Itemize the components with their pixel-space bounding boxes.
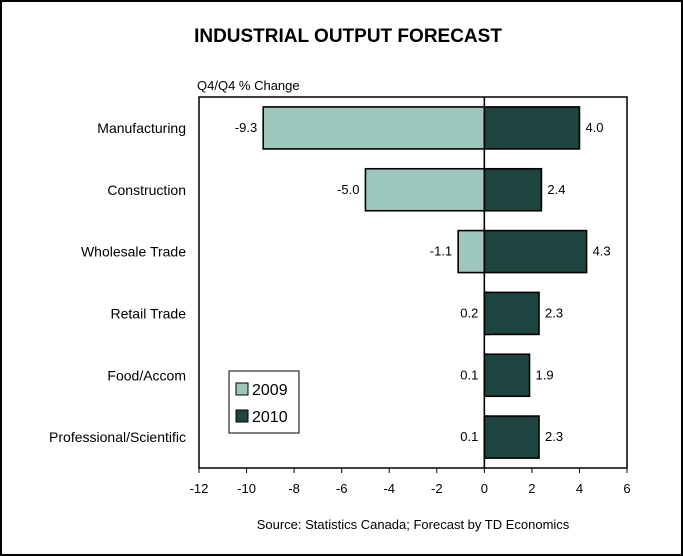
legend-box — [228, 370, 300, 434]
bars-layer: -9.3 4.0 -5.0 2.4 -1.1 4.3 0.2 2.3 0.1 1.9 0.1 2.3 — [235, 97, 611, 468]
x-tick-label: 2 — [528, 481, 535, 496]
data-label-2009: 0.1 — [460, 429, 478, 444]
source-note: Source: Statistics Canada; Forecast by T… — [257, 517, 570, 532]
x-tick-label: -4 — [383, 481, 395, 496]
data-label-2010: 2.3 — [545, 429, 563, 444]
chart-title: INDUSTRIAL OUTPUT FORECAST — [194, 26, 502, 47]
bar-2010 — [483, 353, 531, 398]
category-label: Construction — [107, 182, 186, 198]
x-tick-label: -2 — [431, 481, 443, 496]
axis-title: Q4/Q4 % Change — [197, 78, 300, 93]
category-labels: Manufacturing Construction Wholesale Trade… — [49, 120, 186, 445]
data-label-2009: 0.1 — [460, 367, 478, 382]
legend-swatch-2010 — [235, 409, 249, 423]
bar-2009 — [364, 167, 486, 212]
data-label-2009: 0.2 — [460, 305, 478, 320]
bar-2010 — [483, 229, 588, 274]
x-tick-label: 6 — [623, 481, 630, 496]
data-label-2009: -5.0 — [337, 182, 359, 197]
x-tick-label: -8 — [288, 481, 300, 496]
category-label: Manufacturing — [97, 120, 186, 136]
category-label: Retail Trade — [111, 305, 187, 321]
x-tick-label: -10 — [237, 481, 256, 496]
data-label-2010: 2.4 — [547, 182, 565, 197]
plot-area — [198, 96, 628, 469]
x-tick-label: -12 — [190, 481, 209, 496]
legend-label-2009: 2009 — [252, 382, 288, 399]
legend-label-2010: 2010 — [252, 409, 288, 426]
category-label: Professional/Scientific — [49, 429, 186, 445]
data-label-2010: 4.3 — [593, 244, 611, 259]
x-tick-label: 4 — [576, 481, 583, 496]
bar-2010 — [483, 415, 540, 459]
data-label-2010: 2.3 — [545, 305, 563, 320]
data-label-2009: -9.3 — [235, 120, 257, 135]
legend: 2009 2010 — [228, 370, 300, 434]
category-label: Wholesale Trade — [81, 244, 186, 260]
x-tick-label: -6 — [336, 481, 348, 496]
category-label: Food/Accom — [107, 367, 186, 383]
bar-2010 — [483, 167, 543, 212]
data-label-2010: 1.9 — [536, 367, 554, 382]
bar-2010 — [483, 291, 540, 336]
bar-2009 — [457, 229, 486, 274]
data-label-2009: -1.1 — [430, 244, 452, 259]
x-tick-label: 0 — [481, 481, 488, 496]
bar-2009 — [262, 106, 486, 150]
data-label-2010: 4.0 — [585, 120, 603, 135]
bar-2010 — [483, 106, 581, 150]
x-axis: -12 -10 -8 -6 -4 -2 0 2 4 6 — [190, 468, 631, 496]
legend-swatch-2009 — [235, 382, 249, 396]
